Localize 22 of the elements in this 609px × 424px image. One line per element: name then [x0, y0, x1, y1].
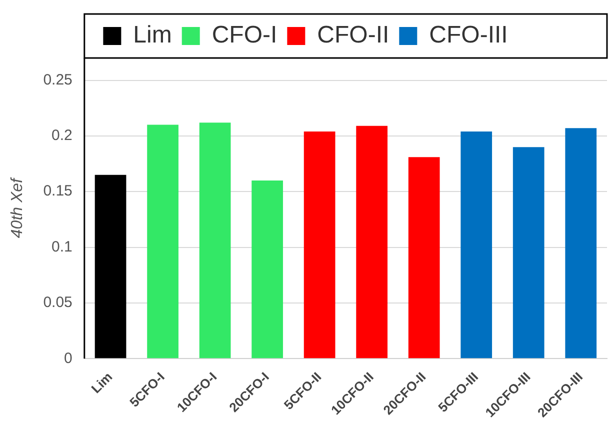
bar — [304, 131, 336, 358]
legend-label: CFO-I — [212, 22, 278, 49]
x-tick-label: Lim — [88, 369, 116, 396]
y-tick-label: 0.05 — [43, 294, 72, 312]
bar — [147, 124, 178, 358]
y-tick-label: 0.1 — [52, 238, 72, 256]
y-tick-label: 0.2 — [52, 127, 72, 144]
legend-label: CFO-II — [317, 22, 390, 49]
y-tick-label: 0 — [64, 350, 72, 367]
bar — [565, 128, 597, 358]
bar — [460, 131, 492, 358]
bar — [199, 122, 231, 358]
bar — [94, 174, 126, 358]
bar — [252, 180, 283, 358]
y-tick-label: 0.25 — [43, 71, 72, 88]
legend-label: CFO-III — [429, 22, 508, 49]
bar — [408, 157, 440, 358]
y-axis-title: 40th Xef — [9, 176, 26, 238]
legend-label: Lim — [133, 22, 172, 49]
y-tick-label: 0.15 — [43, 182, 72, 200]
bar — [512, 147, 544, 358]
bar — [356, 126, 388, 358]
